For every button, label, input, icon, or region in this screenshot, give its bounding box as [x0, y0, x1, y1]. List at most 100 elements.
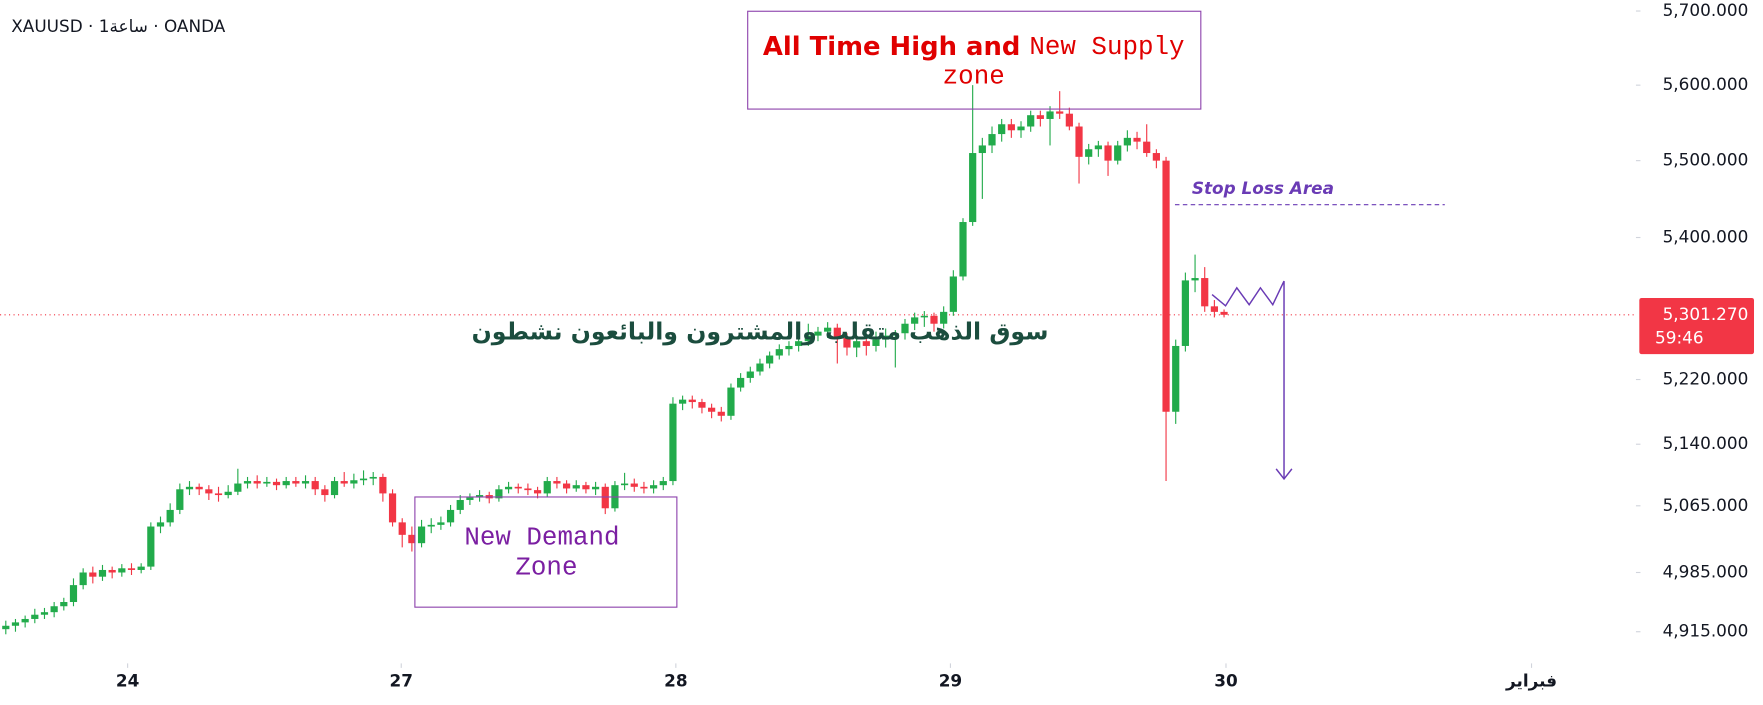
candle-body [1162, 160, 1170, 412]
y-tick-label: 5,065.000 [1663, 495, 1749, 515]
last-price-box [1639, 297, 1755, 355]
candle-body [785, 345, 793, 350]
candle-body [147, 526, 155, 567]
candle-body [50, 606, 58, 613]
stop-loss-text: Stop Loss Area [1192, 178, 1334, 198]
candle-body [572, 485, 580, 489]
x-tick-label: 29 [939, 670, 962, 690]
candle-body [108, 569, 116, 573]
candle-body [31, 614, 39, 619]
candle-body [998, 124, 1006, 135]
candle-body [949, 276, 957, 312]
candle-body [1114, 145, 1122, 161]
x-tick-label: 30 [1214, 670, 1237, 690]
candle-body [456, 500, 464, 510]
candle-body [882, 335, 890, 340]
candle-body [543, 481, 551, 494]
last-price-label: 5,301.270 [1663, 304, 1749, 324]
candle-body [1104, 145, 1112, 161]
candle-body [466, 497, 474, 501]
price-layer: 5,700.000 5,600.000 5,500.000 5,400.000 5,22… [116, 0, 1755, 691]
y-tick-label: 5,400.000 [1663, 227, 1749, 247]
candle-body [292, 481, 300, 484]
candle-body [321, 489, 329, 496]
candle-body [1027, 115, 1035, 127]
candle-body [717, 411, 725, 416]
candle-body [40, 612, 49, 615]
candle-body [1046, 111, 1054, 119]
candle-body [379, 476, 387, 494]
candle-body [437, 522, 445, 525]
candle-body [127, 568, 136, 570]
candle-body [2, 625, 10, 630]
candle-body [591, 486, 600, 490]
candle-body [98, 569, 107, 577]
candle-body [21, 618, 29, 623]
candle-body [224, 491, 232, 496]
candle-body [11, 622, 20, 626]
candle-body [582, 485, 590, 490]
candle-body [650, 485, 658, 489]
candle-body [214, 493, 223, 496]
demand-text: New Demand [464, 522, 619, 552]
candle-body [69, 585, 78, 603]
candle-body [1017, 126, 1025, 131]
candle-body [408, 534, 416, 544]
candle-body [243, 481, 252, 484]
candle-body [795, 341, 803, 346]
candle-body [60, 602, 68, 607]
candle-body [1007, 124, 1015, 131]
projection-arrow [1275, 468, 1293, 481]
candle-body [1172, 345, 1180, 412]
symbol-title: XAUUSD · 1ساعة · OANDA [11, 16, 226, 36]
candle-body [427, 524, 435, 527]
candle-body [533, 490, 542, 494]
demand-text: Zone [515, 553, 577, 583]
candle-body [417, 526, 426, 544]
candle-body [253, 481, 261, 484]
candle-body [234, 483, 242, 492]
countdown-label: 59:46 [1655, 327, 1704, 347]
candle-body [911, 317, 919, 324]
candle-body [1220, 311, 1228, 315]
supply-text: zone [943, 61, 1005, 91]
candle-body [1036, 115, 1044, 119]
candle-body [388, 493, 397, 523]
x-tick-label: 24 [116, 670, 139, 690]
y-tick-label: 4,915.000 [1663, 621, 1749, 641]
candle-body [553, 481, 561, 484]
candle-body [524, 488, 532, 491]
candle-body [1152, 153, 1160, 161]
candle-body [562, 483, 571, 489]
candle-body [330, 481, 339, 496]
candle-body [195, 486, 203, 490]
candle-body [920, 315, 928, 318]
demand-zone [414, 496, 678, 608]
candle-body [185, 486, 194, 490]
candle-body [475, 495, 484, 498]
candle-body [263, 481, 271, 484]
candle-body [398, 522, 406, 535]
candle-body [1201, 278, 1209, 307]
candle-body [282, 481, 290, 486]
candle-body [766, 355, 774, 364]
candle-body [688, 399, 696, 403]
candle-body [901, 323, 909, 334]
candle-body [301, 481, 310, 484]
candle-body [514, 486, 522, 489]
y-tick-label: 5,500.000 [1663, 150, 1749, 170]
y-tick-label: 5,600.000 [1663, 74, 1749, 94]
candle-body [804, 335, 812, 342]
candle-body [1191, 278, 1199, 281]
candle-layer [2, 85, 1228, 635]
supply-text: New Supply [1029, 32, 1184, 62]
candle-body [601, 486, 609, 509]
candle-body [814, 331, 822, 336]
candle-body [872, 339, 880, 346]
candle-body [495, 489, 503, 499]
candle-body [1056, 111, 1064, 114]
candle-body [137, 566, 145, 570]
candle-body [621, 483, 629, 486]
candle-body [1123, 137, 1131, 146]
